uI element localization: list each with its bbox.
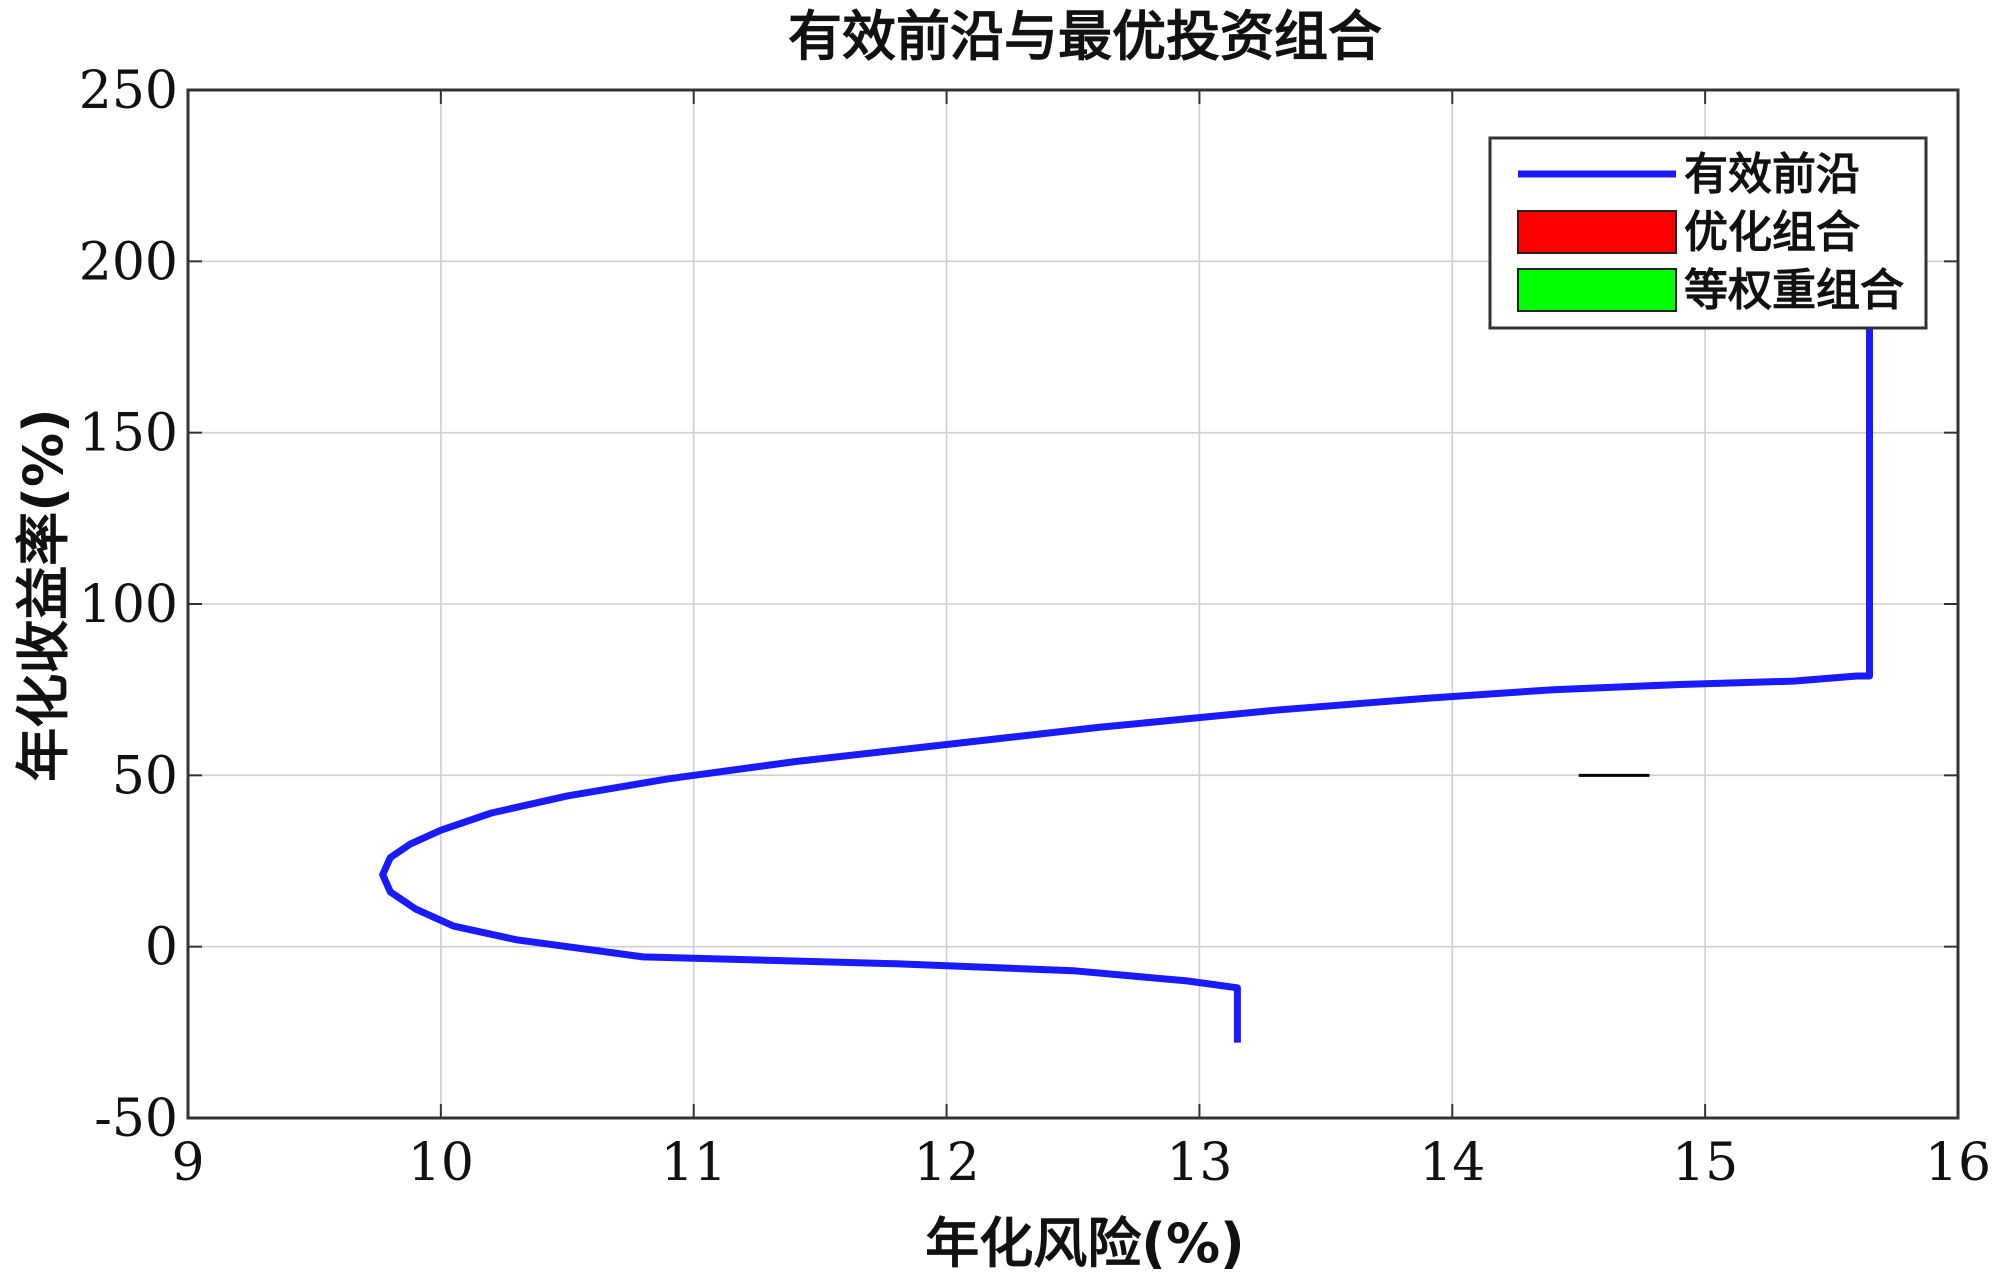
legend-label: 有效前沿 (1684, 149, 1860, 200)
x-tick-label: 10 (408, 1133, 474, 1193)
chart-title: 有效前沿与最优投资组合 (788, 5, 1382, 68)
legend-color-swatch (1517, 210, 1677, 254)
legend-color-swatch (1517, 268, 1677, 312)
y-tick-label: -50 (94, 1089, 178, 1149)
legend-label: 等权重组合 (1684, 265, 1904, 316)
x-axis-label: 年化风险(%) (925, 1212, 1244, 1275)
x-tick-label: 11 (661, 1133, 727, 1193)
x-tick-label: 16 (1925, 1133, 1991, 1193)
y-tick-label: 200 (79, 232, 178, 292)
y-tick-label: 0 (145, 918, 178, 978)
legend-label: 优化组合 (1684, 207, 1860, 258)
y-tick-label: 150 (79, 404, 178, 464)
plot-area: 9 10 11 12 13 14 15 16 -50 0 50 100 150 200 250 有效前沿优化组… (79, 61, 1991, 1193)
x-tick-label: 14 (1419, 1133, 1485, 1193)
x-tick-label: 9 (171, 1133, 204, 1193)
y-tick-label: 100 (79, 575, 178, 635)
plot-frame (186, 88, 1960, 1120)
x-tick-label: 12 (913, 1133, 979, 1193)
y-tick-label: 50 (112, 746, 178, 806)
x-tick-label: 15 (1672, 1133, 1738, 1193)
y-tick-label: 250 (79, 61, 178, 121)
y-axis-label: 年化收益率(%) (12, 408, 75, 781)
efficient-frontier-line (379, 319, 1873, 1043)
x-tick-label: 13 (1166, 1133, 1232, 1193)
